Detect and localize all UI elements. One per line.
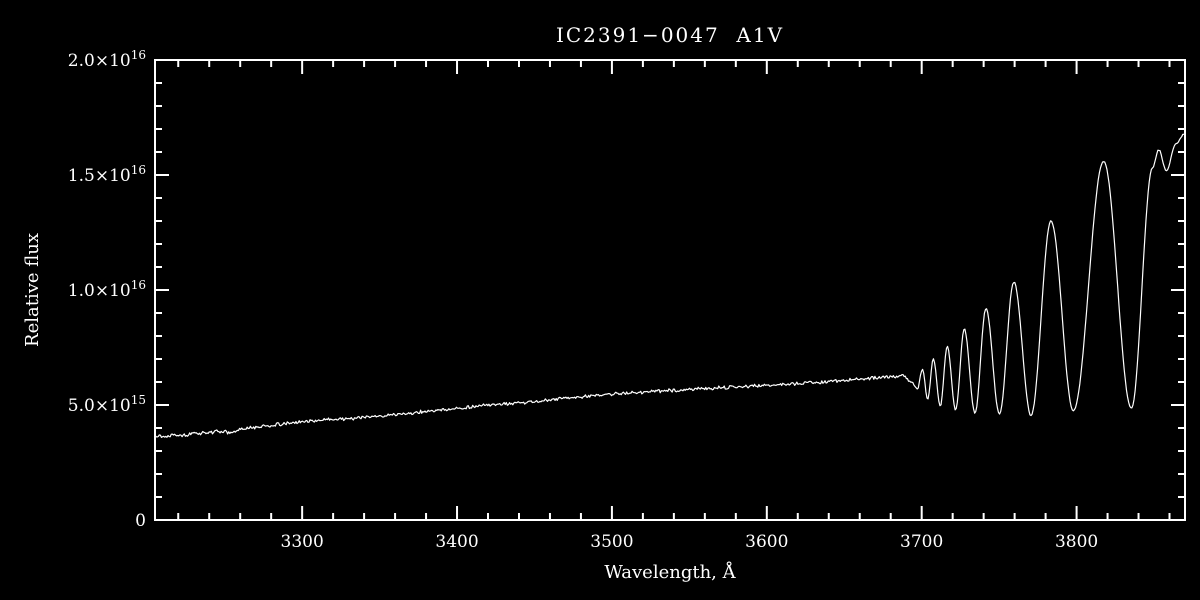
y-tick-label: 5.0×1015 [68,393,146,416]
x-tick-label: 3500 [590,532,633,552]
y-axis-label: Relative flux [22,233,43,347]
spectrum-line-group [154,132,1186,439]
plot-border [154,59,1186,521]
y-tick-label: 1.0×1016 [68,278,146,301]
y-tick-label: 1.5×1016 [68,163,146,186]
axis-frame [154,59,1186,521]
axis-tick-labels: 3300 3400 3500 3600 3700 3800 0 5.0×1015 1.0×101… [68,48,1098,552]
axis-ticks [155,59,1185,521]
x-tick-label: 3700 [900,532,943,552]
x-tick-label: 3400 [435,532,478,552]
x-tick-label: 3300 [281,532,324,552]
y-tick-label: 2.0×1016 [68,48,146,71]
spectrum-line [154,132,1186,439]
x-axis-label: Wavelength, Å [604,561,736,583]
y-tick-label: 0 [135,511,146,531]
x-tick-label: 3600 [745,532,788,552]
x-tick-label: 3800 [1055,532,1098,552]
chart-title: IC2391−0047 A1V [556,23,784,47]
